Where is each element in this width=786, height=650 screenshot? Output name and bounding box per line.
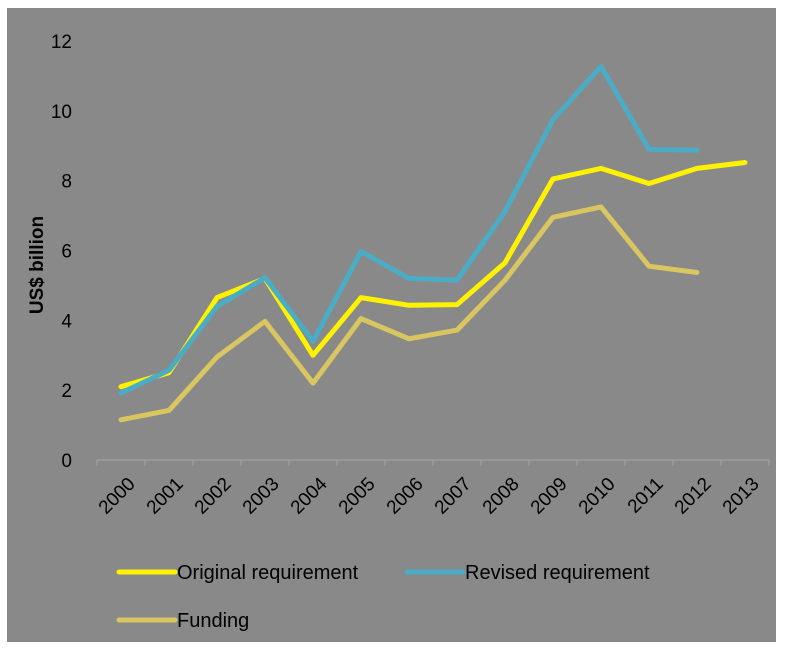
x-tick-label: 2000	[95, 474, 140, 519]
x-tick-label: 2009	[527, 474, 572, 519]
y-tick-label: 6	[61, 242, 72, 263]
legend: Original requirement Revised requirement F…	[116, 562, 650, 632]
x-tick-label: 2008	[479, 474, 524, 519]
x-tick-label: 2007	[431, 474, 476, 519]
legend-label: Original requirement	[177, 562, 359, 584]
x-tick-label: 2013	[719, 474, 764, 519]
y-tick-label: 4	[61, 311, 72, 332]
series-line-funding	[118, 204, 700, 423]
x-tick-label: 2004	[287, 473, 332, 518]
x-tick-label: 2012	[671, 474, 716, 519]
y-tick-label: 0	[61, 451, 72, 472]
y-tick-label: 8	[61, 172, 72, 193]
y-tick-label: 10	[51, 102, 72, 123]
x-tick-label: 2002	[191, 474, 236, 519]
x-tick-label: 2003	[239, 474, 284, 519]
series-lines	[118, 64, 748, 423]
y-tick-label: 12	[51, 32, 72, 53]
chart-frame: 0 2 4 6 8 10 12 2000 2001 2002 2003 2004 2005 2006 20…	[7, 8, 776, 642]
y-tick-label: 2	[61, 381, 72, 402]
x-tick-label: 2010	[575, 474, 620, 519]
series-line-original-requirement	[118, 160, 748, 390]
y-axis-ticks: 0 2 4 6 8 10 12	[51, 32, 73, 472]
x-tick-label: 2001	[143, 474, 188, 519]
legend-label: Funding	[177, 610, 249, 632]
x-axis-ticks: 2000 2001 2002 2003 2004 2005 2006 2007 2008 2009…	[95, 460, 770, 519]
series-line-revised-requirement	[118, 64, 700, 396]
y-axis-label: US$ billion	[27, 216, 48, 314]
x-tick-label: 2011	[624, 474, 668, 518]
x-tick-label: 2005	[335, 474, 380, 519]
legend-label: Revised requirement	[465, 562, 650, 584]
x-tick-label: 2006	[383, 474, 428, 519]
